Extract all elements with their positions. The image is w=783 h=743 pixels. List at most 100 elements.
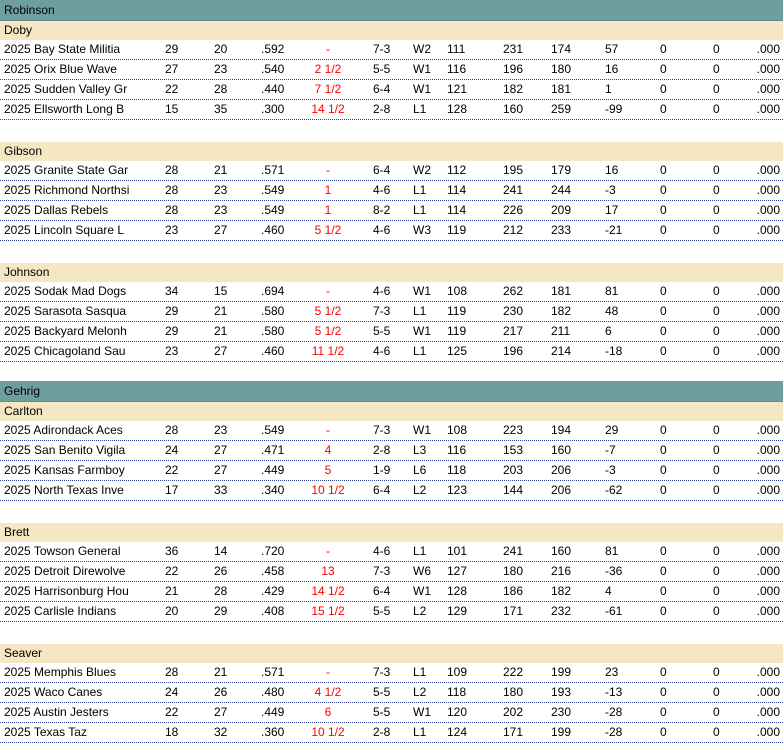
team-name-cell[interactable]: 2025 Adirondack Aces: [4, 423, 123, 437]
win-pct-cell: .360: [261, 725, 285, 739]
stat-c-cell: .000: [756, 324, 780, 338]
runs-scored-cell: 119: [447, 223, 467, 237]
run-diff-cell: -21: [605, 223, 623, 237]
last-ten-cell: 4-6: [373, 344, 391, 358]
table-row[interactable]: 2025 Detroit Direwolve 22 26 .458 13 7-3 W6 127…: [0, 562, 783, 582]
games-back-cell: 5 1/2: [314, 324, 342, 338]
table-row[interactable]: 2025 Sudden Valley Gr 22 28 .440 7 1/2 6-4 W1 1…: [0, 80, 783, 100]
team-name-cell[interactable]: 2025 Memphis Blues: [4, 665, 117, 679]
table-row[interactable]: 2025 Adirondack Aces 28 23 .549 - 7-3 W1 108 223…: [0, 421, 783, 441]
losses-cell: 14: [214, 544, 228, 558]
games-back-cell: 15 1/2: [311, 604, 345, 618]
table-row[interactable]: 2025 Harrisonburg Hou 21 28 .429 14 1/2 6-4 W1…: [0, 582, 783, 602]
team-name-cell[interactable]: 2025 Granite State Gar: [4, 163, 129, 177]
table-row[interactable]: 2025 Carlisle Indians 20 29 .408 15 1/2 5-5 L2…: [0, 602, 783, 622]
runs-scored-cell: 125: [447, 344, 468, 358]
stat-a-cell: 0: [660, 344, 667, 358]
stat-b-cell: 0: [713, 423, 720, 437]
last-ten-cell: 2-8: [373, 102, 391, 116]
team-name-cell[interactable]: 2025 North Texas Inve: [4, 483, 124, 497]
table-row[interactable]: 2025 Backyard Melonh 29 21 .580 5 1/2 5-5 W1 11…: [0, 322, 783, 342]
pythag-cell: 216: [551, 564, 572, 578]
win-pct-cell: .429: [261, 584, 285, 598]
runs-scored-cell: 128: [447, 102, 468, 116]
losses-cell: 15: [214, 284, 228, 298]
stat-a-cell: 0: [660, 163, 667, 177]
wins-cell: 27: [165, 62, 179, 76]
team-name-cell[interactable]: 2025 Sodak Mad Dogs: [4, 284, 127, 298]
team-name-cell[interactable]: 2025 Sudden Valley Gr: [4, 82, 128, 96]
team-name-cell[interactable]: 2025 Richmond Northsi: [4, 183, 130, 197]
runs-allowed-cell: 217: [503, 324, 524, 338]
table-row[interactable]: 2025 Memphis Blues 28 21 .571 - 7-3 L1 109 222 19…: [0, 663, 783, 683]
team-name-cell[interactable]: 2025 Detroit Direwolve: [4, 564, 126, 578]
table-row[interactable]: 2025 Ellsworth Long B 15 35 .300 14 1/2 2-8 L1…: [0, 100, 783, 120]
team-name-cell[interactable]: 2025 Harrisonburg Hou: [4, 584, 129, 598]
table-row[interactable]: 2025 Orix Blue Wave 27 23 .540 2 1/2 5-5 W1 116…: [0, 60, 783, 80]
table-row[interactable]: 2025 Richmond Northsi 28 23 .549 1 4-6 L1 114 24…: [0, 181, 783, 201]
runs-allowed-cell: 202: [503, 705, 524, 719]
table-row[interactable]: 2025 Bay State Militia 29 20 .592 - 7-3 W2 111 2…: [0, 40, 783, 60]
losses-cell: 28: [214, 584, 228, 598]
table-row[interactable]: 2025 North Texas Inve 17 33 .340 10 1/2 6-4 L2…: [0, 481, 783, 501]
stat-a-cell: 0: [660, 544, 667, 558]
stat-c-cell: .000: [756, 62, 780, 76]
stat-c-cell: .000: [756, 284, 780, 298]
table-row[interactable]: 2025 Towson General 36 14 .720 - 4-6 L1 101 241 1…: [0, 542, 783, 562]
table-row[interactable]: 2025 San Benito Vigila 24 27 .471 4 2-8 L3 116 1…: [0, 441, 783, 461]
team-name-cell[interactable]: 2025 San Benito Vigila: [4, 443, 126, 457]
team-name-cell[interactable]: 2025 Towson General: [4, 544, 121, 558]
table-row[interactable]: 2025 Kansas Farmboy 22 27 .449 5 1-9 L6 118 203 2…: [0, 461, 783, 481]
table-row[interactable]: 2025 Sodak Mad Dogs 34 15 .694 - 4-6 W1 108 262 1…: [0, 282, 783, 302]
runs-allowed-cell: 171: [503, 604, 524, 618]
last-ten-cell: 2-8: [373, 725, 391, 739]
runs-scored-cell: 101: [447, 544, 468, 558]
team-name-cell[interactable]: 2025 Kansas Farmboy: [4, 463, 125, 477]
team-name-cell[interactable]: 2025 Chicagoland Sau: [4, 344, 126, 358]
losses-cell: 21: [214, 304, 228, 318]
win-pct-cell: .480: [261, 685, 285, 699]
runs-allowed-cell: 182: [503, 82, 524, 96]
stat-b-cell: 0: [713, 564, 720, 578]
table-row[interactable]: 2025 Dallas Rebels 28 23 .549 1 8-2 L1 114 226 20…: [0, 201, 783, 221]
win-pct-cell: .549: [261, 183, 285, 197]
losses-cell: 32: [214, 725, 228, 739]
table-row[interactable]: 2025 Chicagoland Sau 23 27 .460 11 1/2 4-6 L1 1…: [0, 342, 783, 362]
last-ten-cell: 5-5: [373, 324, 391, 338]
team-name-cell[interactable]: 2025 Waco Canes: [4, 685, 103, 699]
runs-scored-cell: 116: [447, 62, 467, 76]
stat-b-cell: 0: [713, 304, 720, 318]
run-diff-cell: -99: [605, 102, 623, 116]
team-name-cell[interactable]: 2025 Bay State Militia: [4, 42, 121, 56]
pythag-cell: 194: [551, 423, 572, 437]
runs-scored-cell: 129: [447, 604, 468, 618]
team-name-cell[interactable]: 2025 Orix Blue Wave: [4, 62, 117, 76]
runs-allowed-cell: 153: [503, 443, 524, 457]
table-row[interactable]: 2025 Sarasota Sasqua 29 21 .580 5 1/2 7-3 L1 11…: [0, 302, 783, 322]
streak-cell: W6: [413, 564, 431, 578]
run-diff-cell: 16: [605, 163, 619, 177]
team-name-cell[interactable]: 2025 Lincoln Square L: [4, 223, 125, 237]
runs-allowed-cell: 241: [503, 544, 524, 558]
table-row[interactable]: 2025 Waco Canes 24 26 .480 4 1/2 5-5 L2 118 180 1…: [0, 683, 783, 703]
games-back-cell: 1: [324, 183, 332, 197]
table-row[interactable]: 2025 Texas Taz 18 32 .360 10 1/2 2-8 L1 124 171 1…: [0, 723, 783, 743]
team-name-cell[interactable]: 2025 Ellsworth Long B: [4, 102, 125, 116]
stat-c-cell: .000: [756, 584, 780, 598]
runs-allowed-cell: 226: [503, 203, 524, 217]
last-ten-cell: 4-6: [373, 544, 391, 558]
pythag-cell: 206: [551, 483, 572, 497]
table-row[interactable]: 2025 Austin Jesters 22 27 .449 6 5-5 W1 120 202 2…: [0, 703, 783, 723]
team-name-cell[interactable]: 2025 Texas Taz: [4, 725, 87, 739]
team-name-cell[interactable]: 2025 Dallas Rebels: [4, 203, 109, 217]
team-name-cell[interactable]: 2025 Carlisle Indians: [4, 604, 117, 618]
team-name-cell[interactable]: 2025 Backyard Melonh: [4, 324, 127, 338]
table-row[interactable]: 2025 Lincoln Square L 23 27 .460 5 1/2 4-6 W3 1…: [0, 221, 783, 241]
team-name-cell[interactable]: 2025 Sarasota Sasqua: [4, 304, 127, 318]
runs-allowed-cell: 186: [503, 584, 524, 598]
team-name-cell[interactable]: 2025 Austin Jesters: [4, 705, 109, 719]
table-row[interactable]: 2025 Granite State Gar 28 21 .571 - 6-4 W2 112 1…: [0, 161, 783, 181]
games-back-cell: 5 1/2: [314, 223, 342, 237]
wins-cell: 28: [165, 183, 179, 197]
run-diff-cell: 48: [605, 304, 619, 318]
